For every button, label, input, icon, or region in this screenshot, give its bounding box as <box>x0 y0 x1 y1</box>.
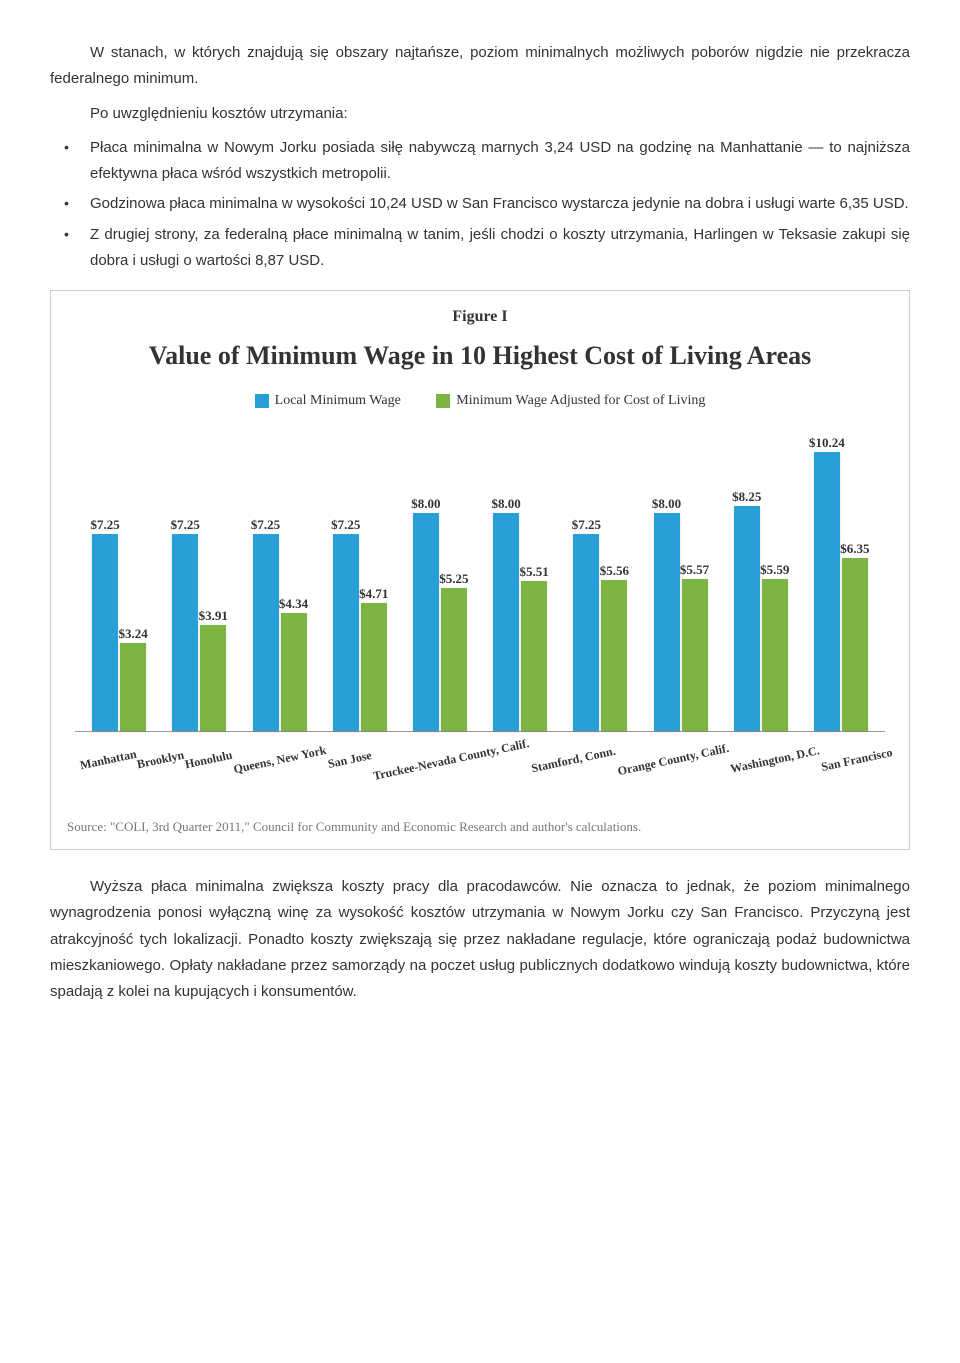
bar-adjusted-wage: $5.57 <box>682 579 708 731</box>
bar-value-label: $4.34 <box>279 593 308 616</box>
legend-item-1: Local Minimum Wage <box>255 389 401 414</box>
bar-local-min-wage: $10.24 <box>814 452 840 731</box>
chart-plot-area: $7.25$3.24$7.25$3.91$7.25$4.34$7.25$4.71… <box>75 431 885 732</box>
bar-group: $10.24$6.35 <box>801 431 881 731</box>
chart-legend: Local Minimum Wage Minimum Wage Adjusted… <box>67 389 893 418</box>
bar-group: $8.00$5.25 <box>400 431 480 731</box>
legend-swatch-1 <box>255 394 269 408</box>
bar-adjusted-wage: $4.71 <box>361 603 387 731</box>
bullet-1: Płaca minimalna w Nowym Jorku posiada si… <box>50 135 910 188</box>
paragraph-2-intro: Po uwzględnieniu kosztów utrzymania: <box>50 101 910 127</box>
bar-group: $7.25$4.71 <box>320 431 400 731</box>
chart-source: Source: "COLI, 3rd Quarter 2011," Counci… <box>67 816 893 839</box>
bar-adjusted-wage: $5.56 <box>601 580 627 732</box>
bar-value-label: $7.25 <box>251 514 280 537</box>
bars-row: $7.25$3.24$7.25$3.91$7.25$4.34$7.25$4.71… <box>75 431 885 731</box>
bar-value-label: $8.25 <box>732 486 761 509</box>
x-axis-label: San Francisco <box>817 731 900 805</box>
bar-local-min-wage: $7.25 <box>333 534 359 732</box>
bar-local-min-wage: $7.25 <box>92 534 118 732</box>
bullet-2: Godzinowa płaca minimalna w wysokości 10… <box>50 191 910 217</box>
bar-value-label: $3.24 <box>118 623 147 646</box>
bar-local-min-wage: $8.00 <box>654 513 680 731</box>
bar-adjusted-wage: $5.25 <box>441 588 467 731</box>
legend-label-2: Minimum Wage Adjusted for Cost of Living <box>456 389 705 414</box>
bar-local-min-wage: $7.25 <box>172 534 198 732</box>
bar-value-label: $7.25 <box>331 514 360 537</box>
bar-local-min-wage: $8.00 <box>413 513 439 731</box>
bar-group: $7.25$5.56 <box>560 431 640 731</box>
x-axis-labels: ManhattanBrooklynHonoluluQueens, New Yor… <box>75 738 885 798</box>
bar-group: $7.25$3.91 <box>159 431 239 731</box>
bar-local-min-wage: $8.25 <box>734 506 760 731</box>
bar-value-label: $8.00 <box>491 493 520 516</box>
bar-local-min-wage: $7.25 <box>573 534 599 732</box>
bullet-3: Z drugiej strony, za federalną płace min… <box>50 222 910 275</box>
legend-item-2: Minimum Wage Adjusted for Cost of Living <box>436 389 705 414</box>
bar-value-label: $3.91 <box>199 605 228 628</box>
bar-local-min-wage: $8.00 <box>493 513 519 731</box>
bar-value-label: $8.00 <box>652 493 681 516</box>
bar-group: $8.25$5.59 <box>721 431 801 731</box>
bar-group: $8.00$5.51 <box>480 431 560 731</box>
bar-group: $7.25$3.24 <box>79 431 159 731</box>
bar-value-label: $5.25 <box>439 568 468 591</box>
bar-value-label: $5.56 <box>600 560 629 583</box>
figure-title: Value of Minimum Wage in 10 Highest Cost… <box>67 333 893 379</box>
bar-local-min-wage: $7.25 <box>253 534 279 732</box>
bar-value-label: $10.24 <box>809 432 845 455</box>
bar-value-label: $4.71 <box>359 583 388 606</box>
figure-label: Figure I <box>67 303 893 331</box>
bar-value-label: $7.25 <box>171 514 200 537</box>
paragraph-3: Wyższa płaca minimalna zwiększa koszty p… <box>50 874 910 1005</box>
x-axis-label: Stamford, Conn. <box>527 729 623 806</box>
bar-adjusted-wage: $3.24 <box>120 643 146 731</box>
x-axis-label: Washington, D.C. <box>726 729 827 807</box>
bar-value-label: $5.59 <box>760 559 789 582</box>
bar-value-label: $7.25 <box>572 514 601 537</box>
figure-1: Figure I Value of Minimum Wage in 10 Hig… <box>50 290 910 850</box>
bar-value-label: $5.57 <box>680 559 709 582</box>
bar-adjusted-wage: $3.91 <box>200 625 226 732</box>
bar-adjusted-wage: $5.59 <box>762 579 788 731</box>
bar-value-label: $6.35 <box>840 538 869 561</box>
bar-group: $7.25$4.34 <box>239 431 319 731</box>
x-axis-label: Truckee-Nevada County, Calif. <box>369 722 537 814</box>
bar-value-label: $7.25 <box>90 514 119 537</box>
bar-value-label: $8.00 <box>411 493 440 516</box>
bar-value-label: $5.51 <box>519 561 548 584</box>
legend-swatch-2 <box>436 394 450 408</box>
bullet-list: Płaca minimalna w Nowym Jorku posiada si… <box>50 135 910 274</box>
bar-group: $8.00$5.57 <box>640 431 720 731</box>
legend-label-1: Local Minimum Wage <box>275 389 401 414</box>
bar-adjusted-wage: $5.51 <box>521 581 547 731</box>
bar-adjusted-wage: $4.34 <box>281 613 307 731</box>
x-axis-label: Orange County, Calif. <box>613 726 736 808</box>
paragraph-1: W stanach, w których znajdują się obszar… <box>50 40 910 93</box>
x-axis-label: Queens, New York <box>229 728 334 806</box>
bar-adjusted-wage: $6.35 <box>842 558 868 731</box>
